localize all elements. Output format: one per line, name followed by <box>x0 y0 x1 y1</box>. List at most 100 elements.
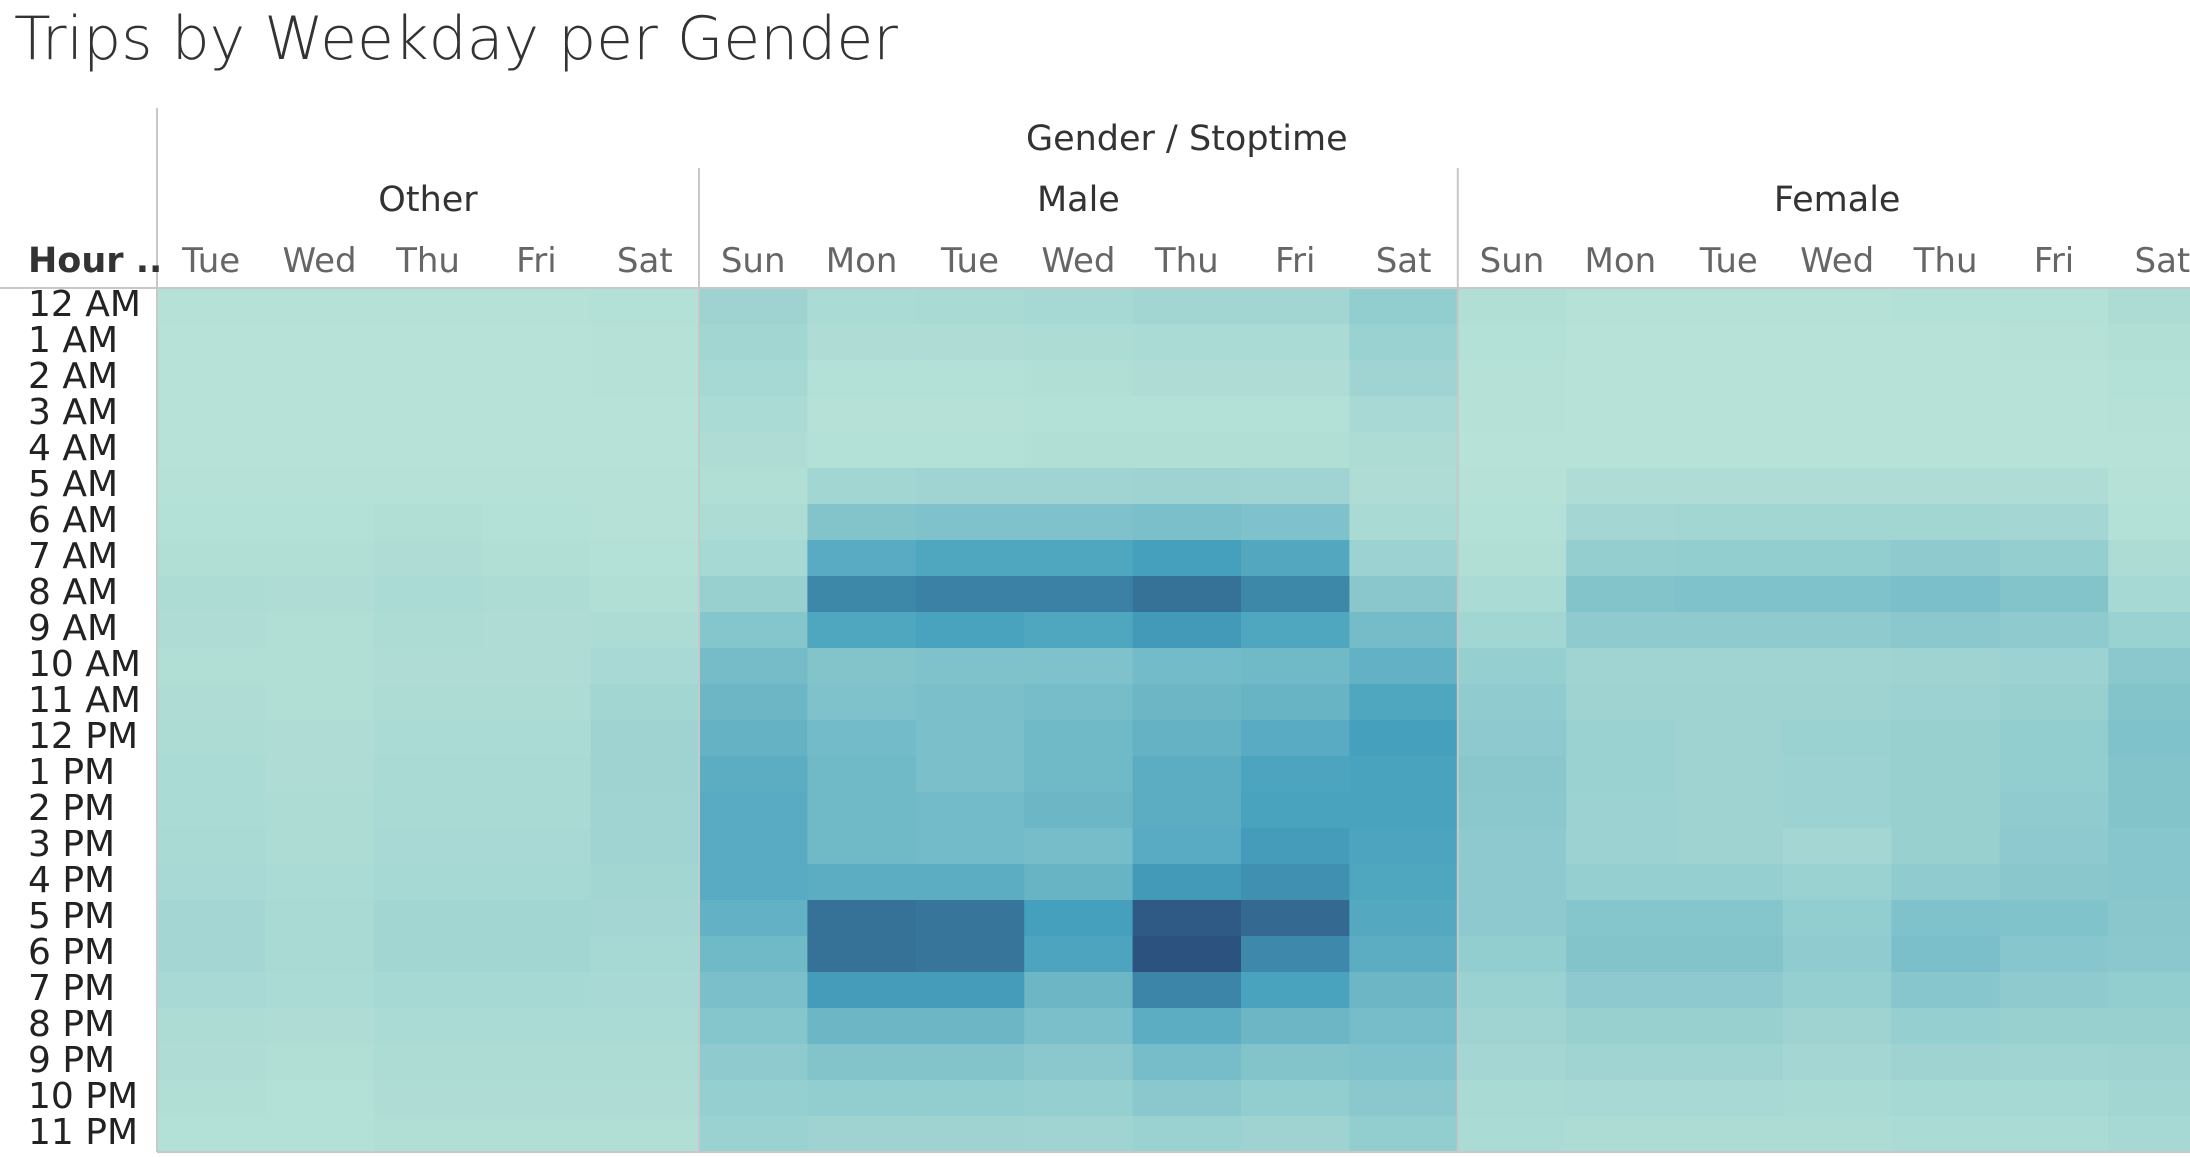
heatmap-cell <box>2108 756 2190 793</box>
heatmap-cell <box>1999 612 2109 649</box>
heatmap-cell <box>590 828 700 865</box>
heatmap-cell <box>1457 360 1567 397</box>
hour-label: 9 AM <box>28 608 118 649</box>
heatmap-cell <box>157 396 266 433</box>
heatmap-cell <box>1674 900 1784 937</box>
day-label: Thu <box>1154 241 1219 281</box>
heatmap-cell <box>807 720 917 757</box>
heatmap-cell <box>482 396 592 433</box>
heatmap-cell <box>157 792 266 829</box>
heatmap-cell <box>482 756 592 793</box>
heatmap-cell <box>1132 1116 1242 1153</box>
heatmap-cell <box>807 900 917 937</box>
heatmap-cell <box>1457 684 1567 721</box>
heatmap-cell <box>1566 1008 1676 1045</box>
heatmap-cell <box>1241 468 1350 505</box>
heatmap-cell <box>482 612 592 649</box>
heatmap-cell <box>1241 504 1350 541</box>
heatmap-cell <box>1241 288 1350 325</box>
gender-group-label: Female <box>1774 180 1901 220</box>
heatmap-cell <box>699 432 808 469</box>
heatmap-cell <box>482 432 592 469</box>
heatmap-cell <box>1024 828 1134 865</box>
heatmap-cell <box>1349 684 1459 721</box>
heatmap-cell <box>1674 828 1784 865</box>
heatmap-cell <box>2108 648 2190 685</box>
heatmap-cell <box>265 1008 375 1045</box>
day-label: Thu <box>395 241 460 281</box>
heatmap-cell <box>1783 540 1892 577</box>
heatmap-cell <box>1241 756 1350 793</box>
heatmap-cell <box>482 864 592 901</box>
heatmap-cell <box>265 684 375 721</box>
heatmap-cell <box>915 432 1025 469</box>
heatmap-cell <box>590 432 700 469</box>
heatmap-cell <box>1566 576 1676 613</box>
heatmap-cell <box>1566 540 1676 577</box>
heatmap-cell <box>1024 504 1134 541</box>
heatmap-cell <box>1024 288 1134 325</box>
row-header: Hour .. <box>28 241 162 281</box>
heatmap-cell <box>1457 648 1567 685</box>
heatmap-cell <box>1566 288 1676 325</box>
heatmap-cell <box>1783 396 1892 433</box>
heatmap-cell <box>1999 792 2109 829</box>
heatmap-cell <box>1132 756 1242 793</box>
heatmap-cell <box>1457 1116 1567 1153</box>
heatmap-cell <box>1891 612 2001 649</box>
heatmap-cell <box>1241 900 1350 937</box>
heatmap-cell <box>699 648 808 685</box>
heatmap-cell <box>1349 864 1459 901</box>
heatmap-cell <box>1132 972 1242 1009</box>
heatmap-cell <box>1674 756 1784 793</box>
heatmap-cell <box>482 468 592 505</box>
heatmap-cell <box>1566 648 1676 685</box>
heatmap-cell <box>1999 1008 2109 1045</box>
heatmap-cell <box>482 324 592 361</box>
heatmap-cell <box>1783 468 1892 505</box>
heatmap-cell <box>157 612 266 649</box>
heatmap-cell <box>1999 972 2109 1009</box>
heatmap-cell <box>1241 540 1350 577</box>
heatmap-cell <box>265 648 375 685</box>
heatmap-cell <box>699 828 808 865</box>
heatmap-cell <box>1024 900 1134 937</box>
heatmap-cell <box>590 540 700 577</box>
heatmap-cell <box>373 612 483 649</box>
heatmap-cell <box>482 540 592 577</box>
heatmap-cell <box>1674 576 1784 613</box>
heatmap-cell <box>590 648 700 685</box>
heatmap-cell <box>699 396 808 433</box>
heatmap-cell <box>1457 756 1567 793</box>
heatmap-cell <box>157 288 266 325</box>
heatmap-cell <box>157 576 266 613</box>
heatmap-cell <box>699 324 808 361</box>
heatmap-cell <box>1674 936 1784 973</box>
heatmap-cell <box>807 1008 917 1045</box>
gender-group-label: Other <box>378 180 478 220</box>
heatmap-cell <box>265 936 375 973</box>
heatmap-cell <box>1783 720 1892 757</box>
heatmap-cell <box>157 1008 266 1045</box>
heatmap-cell <box>915 828 1025 865</box>
heatmap-cell <box>1024 792 1134 829</box>
heatmap-cell <box>590 504 700 541</box>
heatmap-cell <box>265 828 375 865</box>
heatmap-cell <box>590 792 700 829</box>
hour-label: 10 AM <box>28 644 141 685</box>
heatmap-cell <box>373 540 483 577</box>
heatmap-cell <box>1024 468 1134 505</box>
heatmap-cell <box>2108 864 2190 901</box>
heatmap-cell <box>2108 900 2190 937</box>
heatmap-cell <box>915 540 1025 577</box>
heatmap-headers: Tue Wed Thu Fri Sat Other Sun Mon Tue Wed Thu Fri Sa… <box>28 119 2190 281</box>
hour-label: 7 PM <box>28 968 115 1009</box>
heatmap-cell <box>1891 396 2001 433</box>
heatmap-cell <box>373 756 483 793</box>
heatmap-cell <box>807 792 917 829</box>
heatmap-cell <box>265 576 375 613</box>
heatmap-cell <box>1783 504 1892 541</box>
heatmap-cell <box>1132 468 1242 505</box>
heatmap-cell <box>1457 720 1567 757</box>
heatmap-cell <box>1132 324 1242 361</box>
